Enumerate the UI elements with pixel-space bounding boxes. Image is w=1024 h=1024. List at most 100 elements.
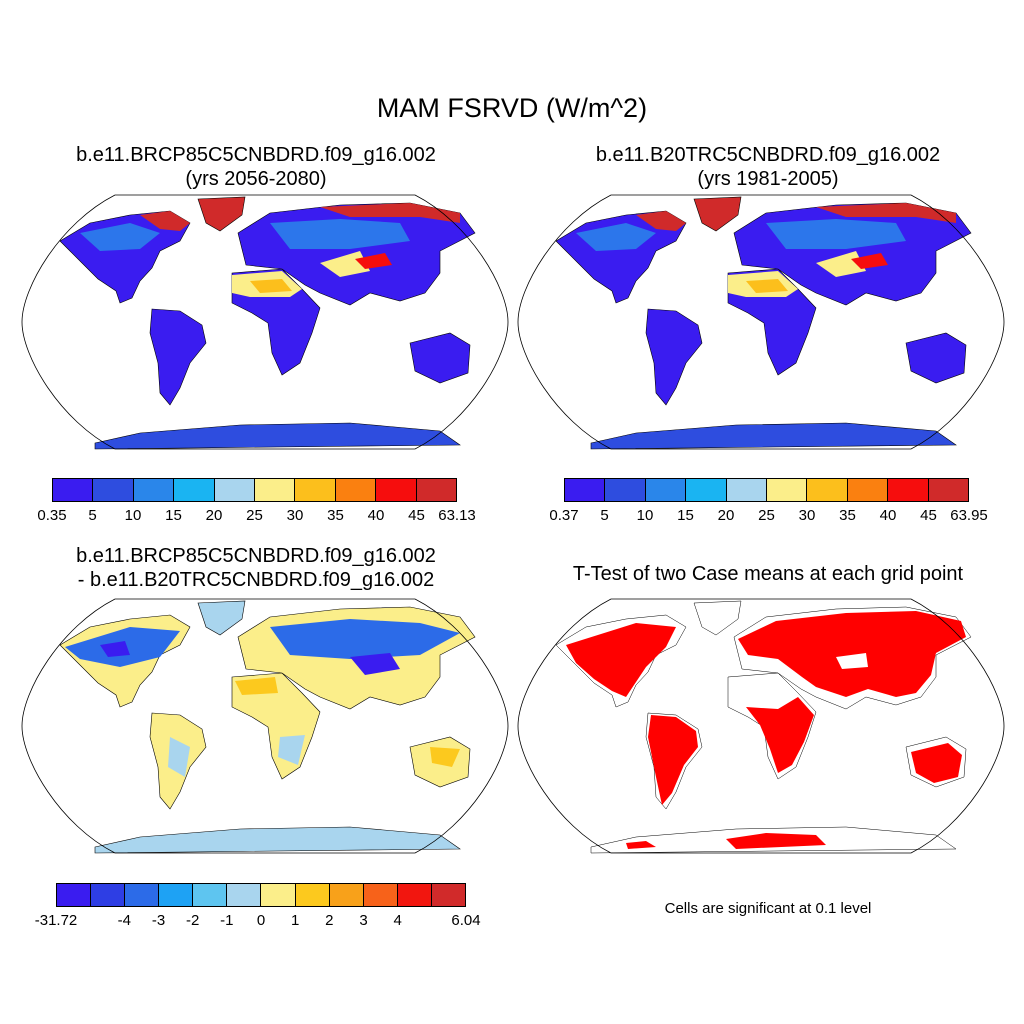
coastline: [693, 600, 742, 636]
significant-region: [738, 611, 966, 697]
significance-note: Cells are significant at 0.1 level: [664, 900, 872, 917]
colorbar-tick-label: -4: [117, 912, 131, 929]
south-america: [149, 308, 207, 406]
colorbar-swatch: [159, 884, 194, 906]
colorbar-swatch: [928, 479, 969, 501]
colorbar-swatch: [174, 479, 215, 501]
north-america-strong-decrease: [100, 641, 130, 657]
colorbar-swatch: [53, 479, 94, 501]
colorbar-swatch: [376, 479, 417, 501]
colorbar-tick-label: 40: [879, 507, 897, 524]
colorbar-swatch: [125, 884, 160, 906]
colorbar-tick-label: 30: [286, 507, 304, 524]
panel2-title-case: b.e11.B20TRC5CNBDRD.f09_g16.002: [595, 144, 941, 166]
colorbar-tick-label: 15: [677, 507, 694, 524]
greenland: [197, 196, 246, 232]
colorbar-tick-label: -31.72: [34, 912, 78, 929]
panel3-title-case-b: - b.e11.B20TRC5CNBDRD.f09_g16.002: [77, 569, 435, 591]
colorbar-swatch: [329, 884, 364, 906]
colorbar-swatch: [431, 884, 465, 906]
colorbar-tick-label: 15: [165, 507, 182, 524]
colorbar-tick-label: 5: [88, 507, 97, 524]
coastline: [727, 672, 817, 780]
tropical-cool-patches: [168, 735, 305, 777]
colorbar-swatch: [807, 479, 848, 501]
colorbar-swatch: [767, 479, 808, 501]
colorbar-swatch: [726, 479, 768, 501]
colorbar-tick-label: 0: [256, 912, 266, 929]
colorbar-tick-label: 63.95: [950, 507, 988, 524]
significant-region: [911, 743, 962, 783]
map-outline: [517, 598, 1005, 854]
panel1-title-case: b.e11.BRCP85C5CNBDRD.f09_g16.002: [76, 144, 436, 166]
colorbar-tick-label: 25: [758, 507, 775, 524]
colorbar-swatch: [57, 884, 92, 906]
colorbar-swatch: [93, 479, 134, 501]
australia: [409, 332, 471, 384]
colorbar-swatch: [91, 884, 126, 906]
colorbar-tick-label: 20: [717, 507, 735, 524]
south-america: [645, 308, 703, 406]
colorbar-swatch: [335, 479, 377, 501]
colorbar-swatch: [363, 884, 398, 906]
coastline: [905, 736, 967, 788]
colorbar-tick-label: 2: [325, 912, 334, 929]
colorbar-tick-label: 5: [600, 507, 609, 524]
colorbar-swatch: [255, 479, 296, 501]
significant-region: [566, 623, 676, 697]
colorbar-tick-label: 10: [124, 507, 142, 524]
colorbar-difference-labels: -31.72 -4 -3 -2 -1 0 1 2 3 4 6.04: [35, 912, 481, 930]
tibetan-plateau: [355, 253, 392, 269]
colorbar-swatch: [295, 479, 336, 501]
colorbar-swatch: [214, 479, 256, 501]
figure-title: MAM FSRVD (W/m^2): [376, 93, 648, 123]
colorbar-tick-label: 1: [290, 912, 300, 929]
significant-region: [648, 715, 698, 805]
map-panel-historical: [517, 194, 1005, 450]
significant-region: [746, 697, 814, 773]
map-outline: [517, 194, 1005, 450]
panel4-title: T-Test of two Case means at each grid po…: [572, 563, 964, 585]
coastline: [555, 614, 687, 708]
map-panel-difference: [21, 598, 509, 854]
colorbar-historical-labels: 0.37 5 10 15 20 25 30 35 40 45 63.95: [549, 507, 987, 525]
colorbar-tick-label: 40: [367, 507, 385, 524]
colorbar-swatch: [847, 479, 889, 501]
colorbar-swatch: [645, 479, 687, 501]
colorbar-tick-label: 0.35: [37, 507, 67, 524]
significant-cells: [566, 611, 966, 849]
colorbar-tick-label: 63.13: [438, 507, 476, 524]
antarctica: [94, 826, 461, 854]
colorbar-swatch: [686, 479, 727, 501]
colorbar-swatch: [397, 884, 432, 906]
panel2-title: b.e11.B20TRC5CNBDRD.f09_g16.002 (yrs 198…: [512, 143, 1024, 191]
panel1-title-years: (yrs 2056-2080): [185, 168, 327, 190]
sahara-core: [250, 279, 292, 293]
colorbar-tick-label: 10: [636, 507, 654, 524]
warm-patches: [235, 677, 460, 767]
colorbar-rcp85: [52, 478, 457, 502]
panel2-title-years: (yrs 1981-2005): [697, 168, 839, 190]
australia: [905, 332, 967, 384]
panel3-title: b.e11.BRCP85C5CNBDRD.f09_g16.002 - b.e11…: [0, 544, 512, 592]
map-outline: [21, 598, 509, 854]
colorbar-historical: [564, 478, 969, 502]
coastline: [733, 606, 972, 710]
colorbar-tick-label: 30: [798, 507, 816, 524]
greenland: [693, 196, 742, 232]
panel3-title-case-a: b.e11.BRCP85C5CNBDRD.f09_g16.002: [76, 545, 436, 567]
coastline: [645, 712, 703, 810]
colorbar-tick-label: 45: [920, 507, 937, 524]
colorbar-swatch: [261, 884, 296, 906]
colorbar-tick-label: -1: [220, 912, 234, 929]
map-outline: [21, 194, 509, 450]
colorbar-tick-label: 0.37: [549, 507, 579, 524]
colorbar-swatch: [416, 479, 457, 501]
coastline: [590, 826, 957, 854]
arctic-high-values: [636, 203, 956, 231]
colorbar-tick-label: 4: [393, 912, 402, 929]
colorbar-swatch: [227, 884, 262, 906]
colorbar-tick-label: 20: [205, 507, 223, 524]
map-panel-rcp85: [21, 194, 509, 450]
non-significant-region: [748, 653, 868, 697]
